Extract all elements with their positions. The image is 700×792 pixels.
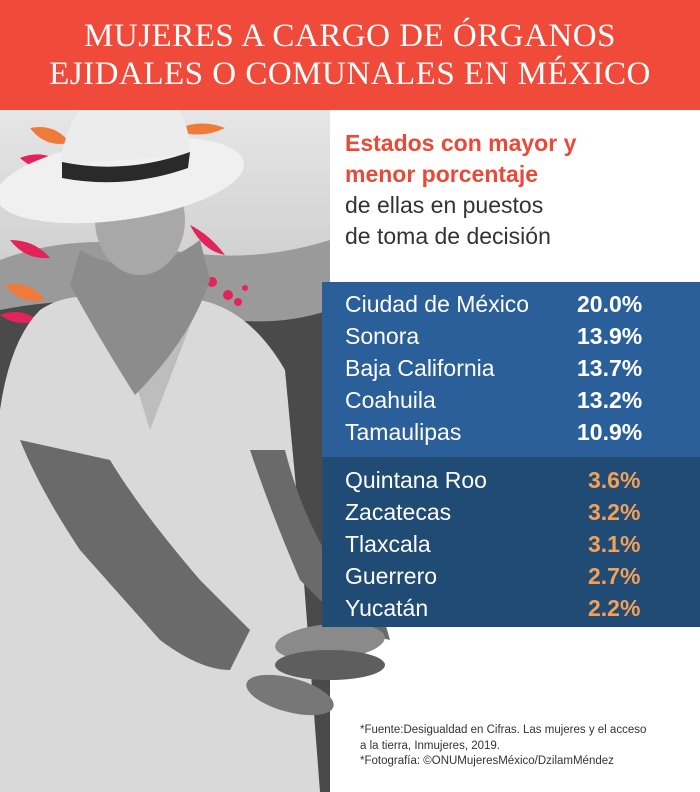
table-row: Baja California 13.7% [322, 352, 700, 384]
state-percentage: 10.9% [577, 419, 643, 445]
state-percentage: 20.0% [577, 291, 643, 317]
table-row: Zacatecas 3.2% [322, 496, 700, 528]
chart-subtitle: Estados con mayor y menor porcentaje de … [345, 128, 685, 252]
state-name: Tamaulipas [345, 419, 462, 445]
state-name: Zacatecas [345, 499, 452, 525]
state-percentage: 13.9% [577, 323, 643, 349]
state-percentage: 2.7% [588, 563, 641, 589]
source-footnote: *Fuente:Desigualdad en Cifras. Las mujer… [360, 723, 690, 770]
title-banner: MUJERES A CARGO DE ÓRGANOS EJIDALES O CO… [0, 0, 700, 110]
footnote-line: *Fotografía: ©ONUMujeresMéxico/DzilamMén… [360, 755, 614, 767]
state-name: Coahuila [345, 387, 436, 413]
state-name: Yucatán [345, 595, 429, 621]
page-title-line-2: EJIDALES O COMUNALES EN MÉXICO [49, 56, 651, 92]
state-percentage: 3.6% [588, 467, 641, 493]
state-name: Quintana Roo [345, 467, 487, 493]
footnote-line: a la tierra, Inmujeres, 2019. [360, 739, 500, 752]
highest-states-panel: Ciudad de México 20.0% Sonora 13.9% Baja… [322, 282, 700, 457]
state-percentage: 3.2% [588, 499, 641, 525]
state-name: Tlaxcala [345, 531, 431, 557]
subtitle-text-4: de toma de decisión [345, 223, 551, 249]
page-title-line-1: MUJERES A CARGO DE ÓRGANOS [84, 18, 616, 54]
table-row: Ciudad de México 20.0% [322, 288, 700, 320]
state-name: Ciudad de México [345, 291, 530, 317]
state-percentage: 3.1% [588, 531, 641, 557]
table-row: Tamaulipas 10.9% [322, 416, 700, 448]
state-percentage: 13.2% [577, 387, 643, 413]
table-row: Quintana Roo 3.6% [322, 464, 700, 496]
table-row: Guerrero 2.7% [322, 560, 700, 592]
subtitle-highlight-1: Estados con mayor y [345, 130, 577, 156]
state-name: Sonora [345, 323, 420, 349]
state-percentage: 2.2% [588, 595, 641, 621]
footnote-line: *Fuente:Desigualdad en Cifras. Las mujer… [360, 724, 647, 736]
subtitle-text-3: de ellas en puestos [345, 192, 544, 218]
state-percentage: 13.7% [577, 355, 643, 381]
lowest-states-panel: Quintana Roo 3.6% Zacatecas 3.2% Tlaxcal… [322, 457, 700, 627]
table-row: Yucatán 2.2% [322, 592, 700, 624]
table-row: Coahuila 13.2% [322, 384, 700, 416]
table-row: Sonora 13.9% [322, 320, 700, 352]
state-name: Baja California [345, 355, 495, 381]
state-name: Guerrero [345, 563, 438, 589]
subtitle-highlight-2: menor porcentaje [345, 161, 538, 187]
table-row: Tlaxcala 3.1% [322, 528, 700, 560]
